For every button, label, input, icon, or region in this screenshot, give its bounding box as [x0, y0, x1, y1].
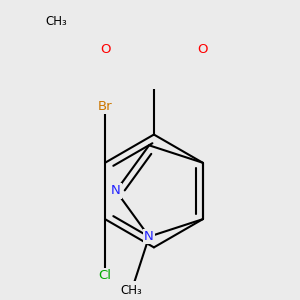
Text: CH₃: CH₃	[45, 15, 67, 28]
Text: N: N	[111, 184, 121, 197]
Text: CH₃: CH₃	[121, 284, 142, 297]
Text: O: O	[197, 44, 208, 56]
Text: Cl: Cl	[98, 269, 112, 282]
Text: O: O	[100, 44, 110, 56]
Text: N: N	[144, 230, 154, 243]
Text: Br: Br	[98, 100, 112, 113]
